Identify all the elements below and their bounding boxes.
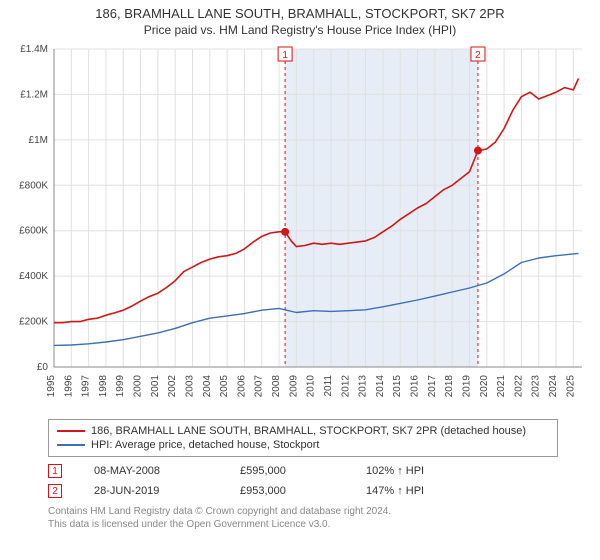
svg-text:2020: 2020 bbox=[479, 375, 490, 398]
sale-date-1: 08-MAY-2008 bbox=[94, 461, 240, 481]
svg-text:2018: 2018 bbox=[444, 375, 455, 398]
legend-label-property: 186, BRAMHALL LANE SOUTH, BRAMHALL, STOC… bbox=[91, 425, 526, 437]
svg-text:2007: 2007 bbox=[254, 375, 265, 398]
svg-text:2010: 2010 bbox=[306, 375, 317, 398]
legend: 186, BRAMHALL LANE SOUTH, BRAMHALL, STOC… bbox=[48, 419, 558, 457]
svg-text:2019: 2019 bbox=[461, 375, 472, 398]
svg-text:2025: 2025 bbox=[565, 375, 576, 398]
svg-text:£1.4M: £1.4M bbox=[20, 44, 48, 55]
svg-text:£0: £0 bbox=[37, 362, 49, 373]
svg-text:1: 1 bbox=[282, 50, 288, 61]
svg-text:£600K: £600K bbox=[19, 226, 48, 237]
svg-text:2023: 2023 bbox=[531, 375, 542, 398]
svg-text:£1.2M: £1.2M bbox=[20, 89, 48, 100]
svg-text:1995: 1995 bbox=[46, 375, 57, 398]
sales-table: 1 08-MAY-2008 £595,000 102% ↑ HPI 2 28-J… bbox=[48, 461, 558, 501]
svg-text:2021: 2021 bbox=[496, 375, 507, 398]
svg-text:2009: 2009 bbox=[288, 375, 299, 398]
price-chart: £0 £200K £400K £600K £800K £1M £1.2M £1.4M 1995 1… bbox=[10, 43, 586, 413]
svg-text:2003: 2003 bbox=[184, 375, 195, 398]
svg-text:2005: 2005 bbox=[219, 375, 230, 398]
svg-text:2006: 2006 bbox=[236, 375, 247, 398]
svg-text:2014: 2014 bbox=[375, 375, 386, 398]
legend-label-hpi: HPI: Average price, detached house, Stoc… bbox=[91, 439, 320, 451]
sale-marker-2: 2 bbox=[48, 484, 62, 498]
svg-text:2024: 2024 bbox=[548, 375, 559, 398]
svg-text:£800K: £800K bbox=[19, 180, 48, 191]
svg-text:2: 2 bbox=[475, 50, 481, 61]
svg-text:£200K: £200K bbox=[19, 317, 48, 328]
svg-text:2012: 2012 bbox=[340, 375, 351, 398]
svg-text:1996: 1996 bbox=[63, 375, 74, 398]
legend-item-property: 186, BRAMHALL LANE SOUTH, BRAMHALL, STOC… bbox=[57, 424, 549, 438]
sale-date-2: 28-JUN-2019 bbox=[94, 481, 240, 501]
svg-text:£400K: £400K bbox=[19, 271, 48, 282]
sale-vshpi-1: 102% ↑ HPI bbox=[366, 461, 558, 481]
svg-text:2015: 2015 bbox=[392, 375, 403, 398]
svg-text:2017: 2017 bbox=[427, 375, 438, 398]
svg-text:2011: 2011 bbox=[323, 375, 334, 397]
svg-text:2016: 2016 bbox=[410, 375, 421, 398]
svg-text:£1M: £1M bbox=[29, 135, 48, 146]
chart-title: 186, BRAMHALL LANE SOUTH, BRAMHALL, STOC… bbox=[10, 6, 590, 21]
svg-text:1998: 1998 bbox=[98, 375, 109, 398]
chart-subtitle: Price paid vs. HM Land Registry's House … bbox=[10, 23, 590, 37]
svg-text:2002: 2002 bbox=[167, 375, 178, 398]
legend-swatch-property bbox=[57, 430, 85, 432]
svg-text:2022: 2022 bbox=[513, 375, 524, 398]
sale-price-2: £953,000 bbox=[240, 481, 366, 501]
table-row: 2 28-JUN-2019 £953,000 147% ↑ HPI bbox=[48, 481, 558, 501]
svg-text:2004: 2004 bbox=[202, 375, 213, 398]
svg-text:1997: 1997 bbox=[81, 375, 92, 398]
svg-text:2013: 2013 bbox=[358, 375, 369, 398]
legend-swatch-hpi bbox=[57, 444, 85, 446]
attribution-line1: Contains HM Land Registry data © Crown c… bbox=[48, 505, 558, 518]
legend-item-hpi: HPI: Average price, detached house, Stoc… bbox=[57, 438, 549, 452]
sale-price-1: £595,000 bbox=[240, 461, 366, 481]
svg-text:2001: 2001 bbox=[150, 375, 161, 398]
sale-marker-1: 1 bbox=[48, 464, 62, 478]
svg-text:2008: 2008 bbox=[271, 375, 282, 398]
svg-text:2000: 2000 bbox=[133, 375, 144, 398]
attribution: Contains HM Land Registry data © Crown c… bbox=[48, 505, 558, 531]
table-row: 1 08-MAY-2008 £595,000 102% ↑ HPI bbox=[48, 461, 558, 481]
attribution-line2: This data is licensed under the Open Gov… bbox=[48, 518, 558, 531]
svg-text:1999: 1999 bbox=[115, 375, 126, 398]
sale-vshpi-2: 147% ↑ HPI bbox=[366, 481, 558, 501]
chart-svg: £0 £200K £400K £600K £800K £1M £1.2M £1.4M 1995 1… bbox=[10, 43, 586, 413]
